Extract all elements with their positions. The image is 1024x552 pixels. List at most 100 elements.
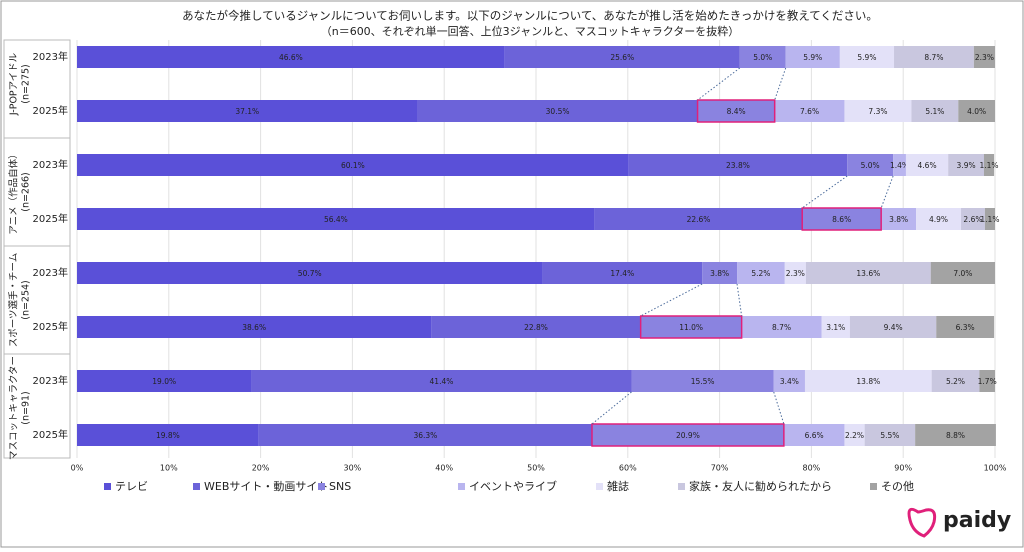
bar-segment — [804, 370, 932, 392]
data-label: 4.0% — [967, 107, 986, 116]
x-tick-label: 40% — [435, 464, 453, 473]
legend-label: WEBサイト・動画サイト — [204, 479, 328, 493]
legend-label: 家族・友人に勧められたから — [689, 479, 832, 493]
brand-name: paidy — [943, 508, 1011, 533]
data-label: 2.3% — [786, 269, 805, 278]
bar-segment — [77, 154, 629, 176]
x-tick-label: 60% — [619, 464, 637, 473]
bar-segment — [628, 154, 848, 176]
x-tick-label: 80% — [803, 464, 821, 473]
data-label: 3.8% — [889, 215, 908, 224]
data-label: 1.4% — [890, 161, 909, 170]
data-label: 7.6% — [800, 107, 819, 116]
data-label: 5.0% — [753, 53, 772, 62]
y-tick-label: 2023年 — [33, 266, 68, 279]
y-tick-label: 2023年 — [33, 50, 68, 63]
group-panel — [3, 39, 71, 459]
data-label: 13.8% — [856, 377, 880, 386]
bar-segment — [697, 100, 775, 122]
bar-segment — [702, 262, 738, 284]
y-tick-label: 2025年 — [33, 104, 68, 117]
bar-segment — [251, 370, 632, 392]
data-label: 8.4% — [727, 107, 746, 116]
data-label: 2.2% — [845, 431, 864, 440]
bar-segment — [77, 316, 432, 338]
bar-segment — [958, 100, 995, 122]
data-label: 9.4% — [884, 323, 903, 332]
data-label: 4.9% — [929, 215, 948, 224]
bar-segment — [948, 154, 984, 176]
data-label: 8.6% — [832, 215, 851, 224]
connector — [880, 175, 894, 209]
data-label: 17.4% — [610, 269, 634, 278]
bar-segment — [844, 424, 865, 446]
group-label: マスコットキャラクター — [9, 356, 20, 460]
chart-subtitle: （n＝600、それぞれ単一回答、上位3ジャンルと、マスコットキャラクターを抜粋） — [321, 24, 740, 38]
bar-segment — [774, 100, 845, 122]
bar-segment — [821, 316, 850, 338]
brand-logo: paidy — [907, 507, 1011, 538]
bar-segment — [542, 262, 703, 284]
data-label: 11.0% — [679, 323, 703, 332]
bar-segment — [905, 154, 949, 176]
y-tick-label: 2025年 — [33, 212, 68, 225]
bar-segment — [915, 424, 996, 446]
data-label: 60.1% — [341, 161, 365, 170]
bar-segment — [894, 46, 974, 68]
bar-segment — [737, 262, 785, 284]
data-label: 8.7% — [772, 323, 791, 332]
data-label: 46.6% — [279, 53, 303, 62]
bar-segment — [77, 262, 543, 284]
data-label: 37.1% — [235, 107, 259, 116]
chart-title: あなたが今推しているジャンルについてお伺いします。以下のジャンルについて、あなた… — [182, 9, 878, 23]
bar-segment — [631, 370, 774, 392]
data-label: 30.5% — [546, 107, 570, 116]
data-label: 36.3% — [413, 431, 437, 440]
bar-segment — [802, 208, 882, 230]
data-label: 7.0% — [953, 269, 972, 278]
highlight-box — [801, 207, 882, 231]
data-label: 5.2% — [751, 269, 770, 278]
bar-segment — [783, 424, 845, 446]
legend-swatch — [318, 483, 325, 490]
bar-segment — [431, 316, 641, 338]
data-label: 3.8% — [710, 269, 729, 278]
data-label: 38.6% — [242, 323, 266, 332]
bar-segment — [911, 100, 959, 122]
bar-segment — [893, 154, 906, 176]
data-label: 1.1% — [980, 215, 999, 224]
bar-segment — [930, 262, 995, 284]
data-label: 8.7% — [924, 53, 943, 62]
data-label: 25.6% — [610, 53, 634, 62]
x-tick-label: 0% — [71, 464, 84, 473]
bar-segment — [979, 370, 995, 392]
data-label: 4.6% — [918, 161, 937, 170]
bar-segment — [258, 424, 592, 446]
bar-segment — [640, 316, 742, 338]
bar-segment — [847, 154, 894, 176]
bar-segment — [773, 370, 805, 392]
data-label: 13.6% — [856, 269, 880, 278]
connector — [640, 283, 703, 317]
data-label: 5.1% — [925, 107, 944, 116]
data-label: 23.8% — [726, 161, 750, 170]
bar-segment — [839, 46, 895, 68]
x-tick-label: 70% — [711, 464, 729, 473]
connector — [801, 175, 848, 209]
data-label: 19.0% — [152, 377, 176, 386]
legend-label: テレビ — [115, 480, 148, 493]
data-label: 2.3% — [975, 53, 994, 62]
x-tick-label: 20% — [252, 464, 270, 473]
legend-label: その他 — [881, 480, 914, 493]
highlight-box — [591, 423, 785, 447]
highlight-box — [696, 99, 776, 123]
legend-label: 雑誌 — [607, 479, 629, 493]
data-label: 5.5% — [880, 431, 899, 440]
bar-segment — [77, 424, 259, 446]
data-label: 3.1% — [826, 323, 845, 332]
group-n: (n=91) — [21, 391, 32, 424]
data-label: 15.5% — [691, 377, 715, 386]
bar-segment — [785, 46, 840, 68]
group-label: スポーツ選手・チーム — [8, 253, 20, 348]
